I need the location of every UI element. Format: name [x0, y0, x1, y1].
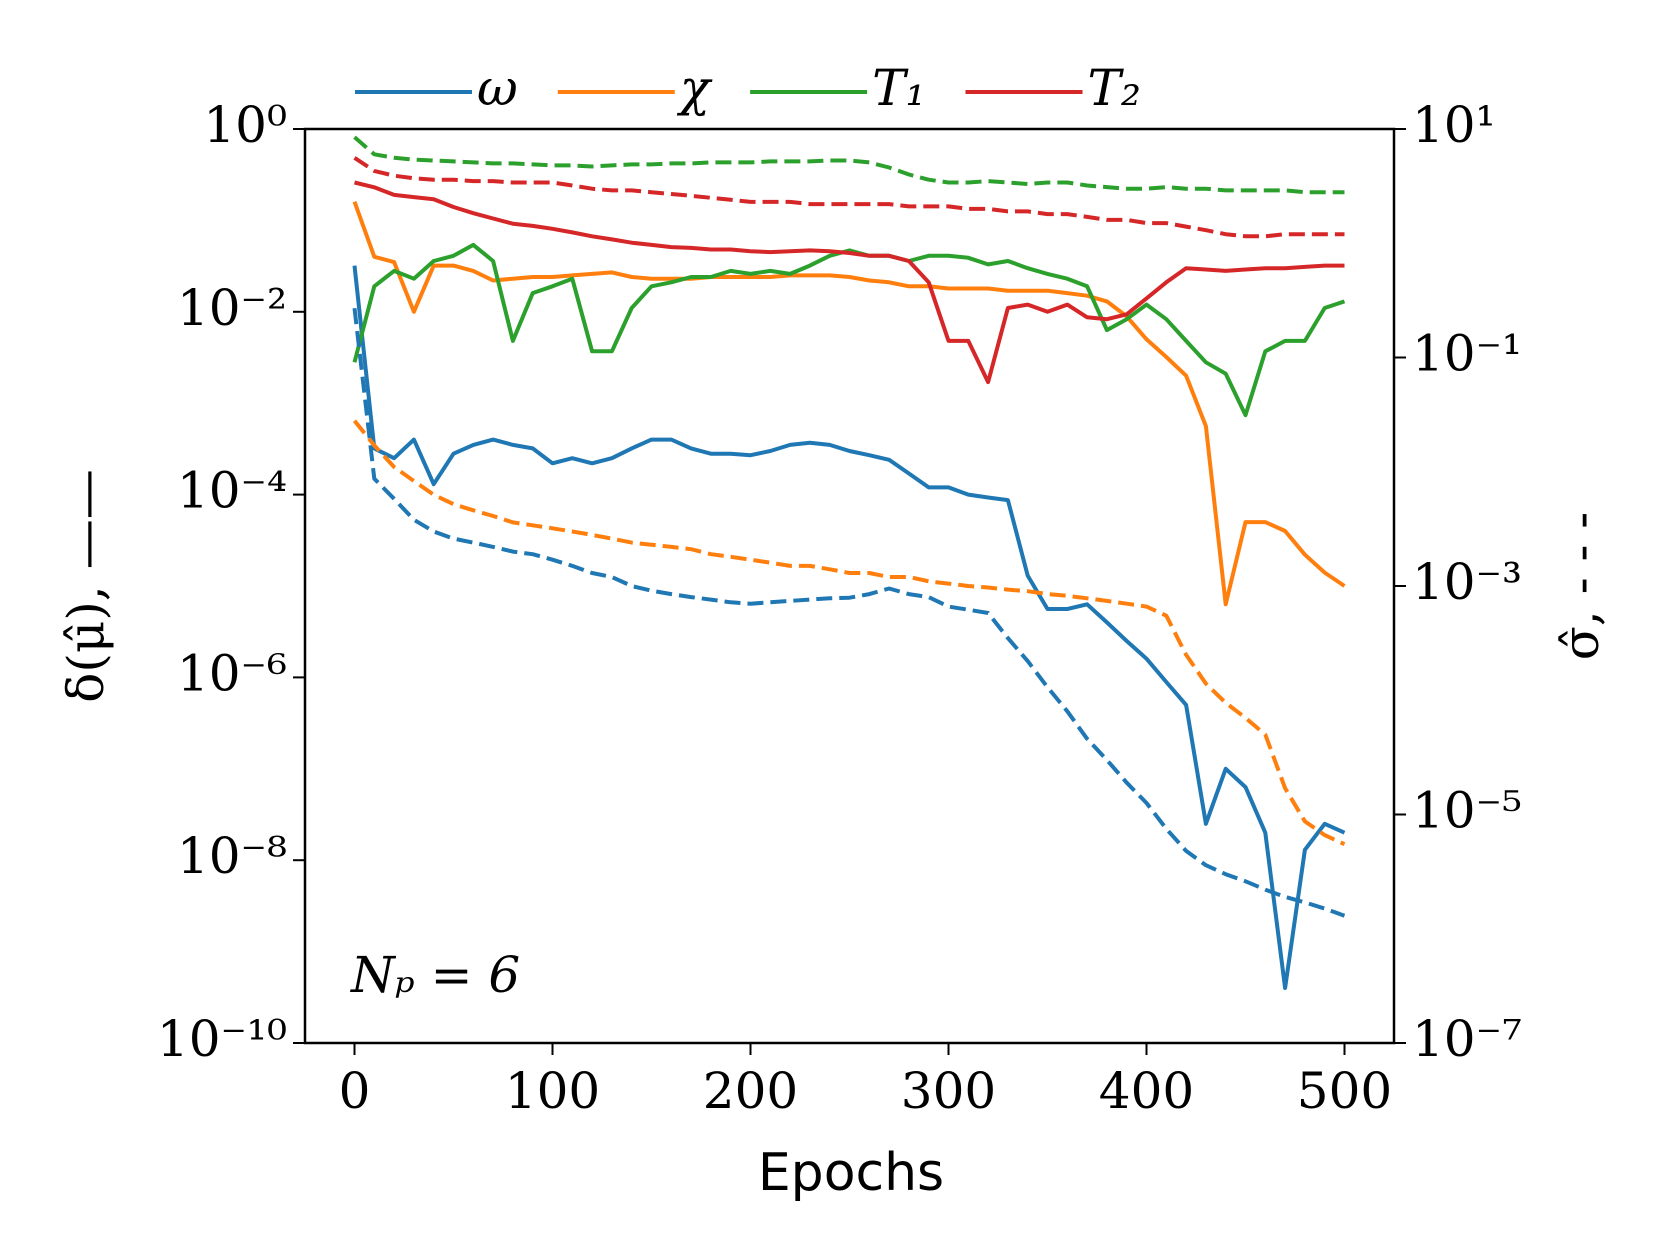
legend-label: T₂	[1088, 59, 1141, 117]
y2-tick-label: 10⁻³	[1412, 553, 1522, 611]
line	[352, 265, 1346, 990]
x-tick-label: 500	[1297, 1062, 1392, 1120]
legend-label: χ	[677, 59, 713, 117]
line	[352, 201, 1346, 607]
y2-tick-label: 10⁻¹	[1412, 325, 1522, 383]
y-tick-label: 10⁰	[203, 96, 287, 154]
y2-tick-label: 10⁻⁵	[1412, 782, 1522, 840]
y2-tick-label: 10⁻⁷	[1412, 1010, 1522, 1068]
y-tick-label: 10⁻¹⁰	[157, 1010, 287, 1068]
x-tick-label: 0	[339, 1062, 371, 1120]
legend-label: T₁	[872, 59, 925, 117]
y-tick-label: 10⁻²	[177, 279, 287, 337]
y-tick-label: 10⁻⁸	[177, 827, 287, 885]
legend-label: ω	[477, 59, 518, 117]
line	[352, 242, 1346, 418]
y-axis-label: δ(μ̂), ——	[57, 469, 115, 702]
x-tick-label: 100	[505, 1062, 600, 1120]
y2-axis-label: σ̂, - - -	[1552, 512, 1610, 660]
x-tick-label: 200	[703, 1062, 798, 1120]
annotation: Nₚ = 6	[350, 946, 520, 1004]
dashed-line	[353, 156, 1345, 239]
dashed-line	[352, 307, 1346, 918]
x-axis-label: Epochs	[758, 1143, 944, 1203]
x-tick-label: 300	[901, 1062, 996, 1120]
line	[354, 180, 1345, 385]
y-tick-label: 10⁻⁴	[177, 462, 287, 520]
y2-tick-label: 10¹	[1412, 96, 1496, 154]
x-tick-label: 400	[1099, 1062, 1194, 1120]
y-tick-label: 10⁻⁶	[177, 644, 287, 702]
dashed-line	[352, 419, 1346, 847]
dashed-line	[353, 135, 1345, 195]
